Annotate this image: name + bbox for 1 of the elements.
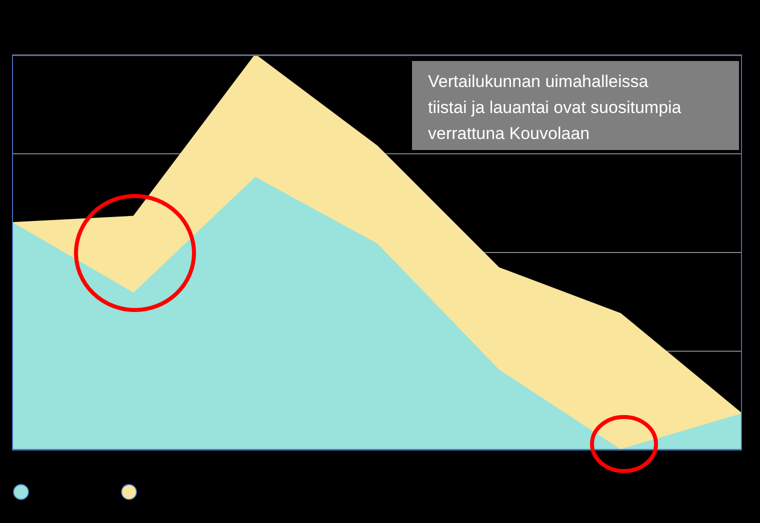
annotation: Vertailukunnan uimahalleissa tiistai ja lauantai ovat suositumpia verrattuna Kouvolaan (427, 71, 682, 145)
